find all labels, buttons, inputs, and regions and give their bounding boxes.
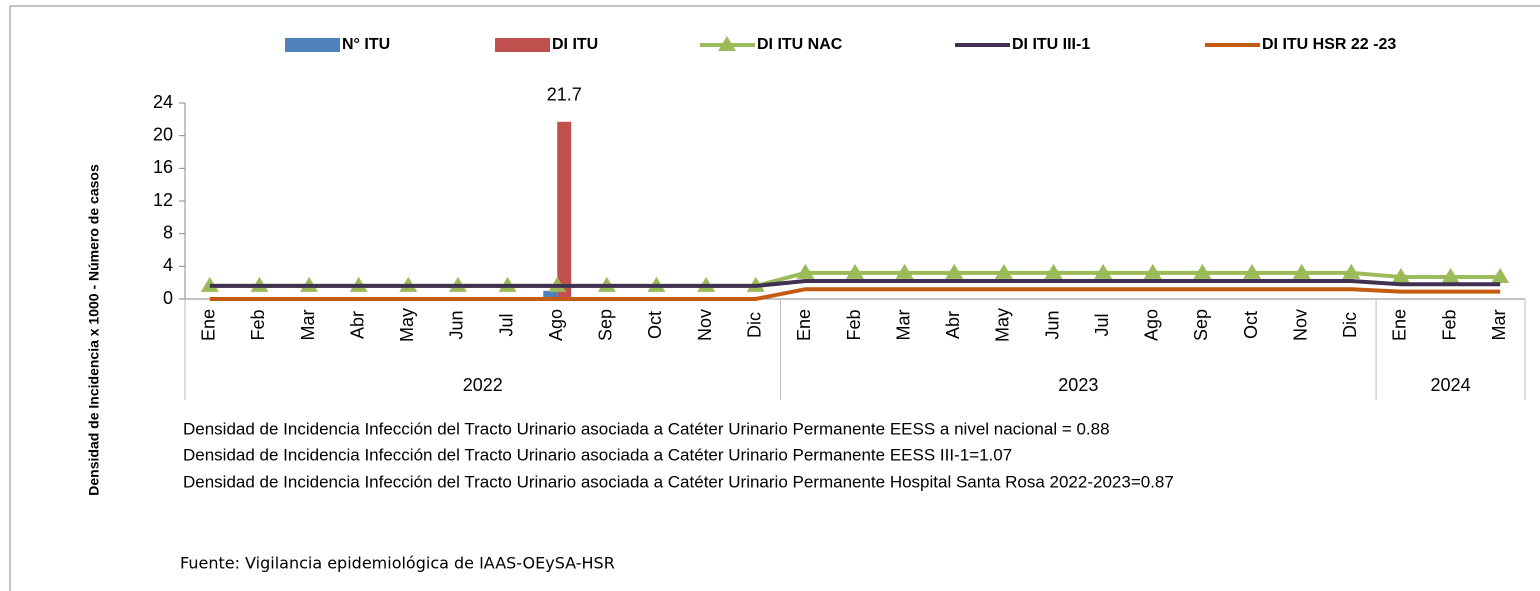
legend-swatch (495, 38, 550, 52)
marker (1193, 263, 1212, 279)
x-tick-label: Ene (1390, 309, 1410, 341)
y-tick-label: 4 (163, 255, 173, 275)
legend-label: DI ITU III-1 (1012, 36, 1090, 53)
marker (796, 263, 815, 279)
x-tick-label: Feb (1439, 309, 1459, 340)
marker (1292, 263, 1311, 279)
legend-label: DI ITU NAC (757, 36, 843, 53)
x-tick-label: May (993, 308, 1013, 342)
bar (557, 121, 572, 300)
y-tick-label: 12 (153, 190, 173, 210)
data-label: 21.7 (547, 85, 582, 105)
marker (994, 263, 1013, 279)
marker (1243, 263, 1262, 279)
x-tick-label: May (397, 308, 417, 342)
group-label: 2022 (463, 375, 503, 395)
marker (895, 263, 914, 279)
marker (945, 263, 964, 279)
bar (543, 290, 558, 299)
x-tick-label: Ago (546, 309, 566, 341)
x-tick-label: Abr (943, 311, 963, 339)
x-tick-label: Mar (298, 309, 318, 340)
x-tick-label: Sep (596, 309, 616, 341)
line (209, 279, 1501, 288)
marker (1391, 267, 1410, 283)
group-label: 2024 (1431, 375, 1471, 395)
x-tick-label: Nov (1290, 309, 1310, 341)
y-tick-label: 8 (163, 222, 173, 242)
legend-marker (718, 36, 736, 51)
note: Densidad de Incidencia Infección del Tra… (183, 445, 1012, 464)
x-tick-label: Dic (744, 312, 764, 338)
legend-swatch (285, 38, 340, 52)
x-tick-label: Abr (347, 311, 367, 339)
legend-label: DI ITU (552, 36, 598, 53)
y-tick-label: 0 (163, 288, 173, 308)
marker (1094, 263, 1113, 279)
x-tick-label: Oct (1241, 311, 1261, 339)
x-tick-label: Oct (645, 311, 665, 339)
x-tick-label: Ago (1142, 309, 1162, 341)
source: Fuente: Vigilancia epidemiológica de IAA… (180, 554, 615, 573)
marker (1143, 263, 1162, 279)
x-tick-label: Ene (794, 309, 814, 341)
marker (1491, 267, 1510, 283)
y-tick-label: 24 (153, 92, 173, 112)
x-tick-label: Nov (695, 309, 715, 341)
x-tick-label: Mar (893, 309, 913, 340)
x-tick-label: Jun (447, 310, 467, 339)
x-tick-label: Sep (1191, 309, 1211, 341)
legend-label: DI ITU HSR 22 -23 (1262, 36, 1396, 53)
x-tick-label: Feb (248, 309, 268, 340)
x-tick-label: Ene (199, 309, 219, 341)
y-axis-label: Densidad de Incidencia x 1000 - Número d… (86, 164, 102, 496)
marker (1044, 263, 1063, 279)
x-tick-label: Jul (496, 313, 516, 336)
group-label: 2023 (1058, 375, 1098, 395)
note: Densidad de Incidencia Infección del Tra… (183, 419, 1110, 438)
marker (846, 263, 864, 279)
marker (1342, 263, 1361, 279)
x-tick-label: Jun (1042, 310, 1062, 339)
line (209, 287, 1501, 301)
note: Densidad de Incidencia Infección del Tra… (183, 472, 1174, 491)
x-tick-label: Mar (1489, 309, 1509, 340)
x-tick-label: Dic (1340, 312, 1360, 338)
legend-label: N° ITU (342, 36, 390, 53)
y-tick-label: 16 (153, 157, 173, 177)
marker (1441, 267, 1460, 283)
x-tick-label: Feb (844, 309, 864, 340)
y-tick-label: 20 (153, 124, 173, 144)
x-tick-label: Jul (1092, 313, 1112, 336)
